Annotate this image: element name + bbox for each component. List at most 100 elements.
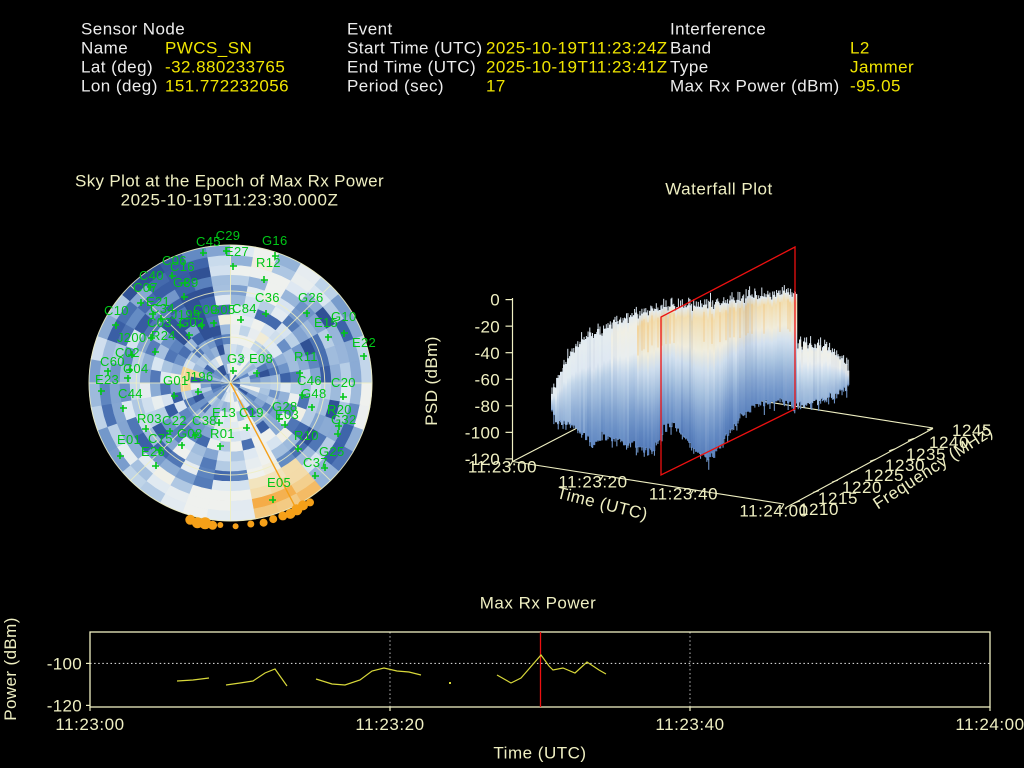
svg-text:11:23:20: 11:23:20 [355, 715, 424, 734]
svg-text:Name: Name [81, 38, 128, 57]
svg-text:C10: C10 [104, 303, 129, 318]
svg-text:Type: Type [670, 57, 709, 76]
svg-text:L2: L2 [850, 38, 870, 57]
svg-text:G48: G48 [301, 386, 326, 401]
svg-text:1220: 1220 [842, 478, 882, 497]
svg-text:C45: C45 [196, 234, 221, 249]
svg-text:Band: Band [670, 38, 712, 57]
svg-text:C38: C38 [192, 413, 217, 428]
svg-text:Lat (deg): Lat (deg) [81, 57, 153, 76]
svg-text:C29: C29 [216, 228, 241, 243]
svg-text:Start Time (UTC): Start Time (UTC) [347, 38, 483, 57]
svg-text:Period (sec): Period (sec) [347, 76, 444, 95]
svg-text:C44: C44 [118, 386, 143, 401]
svg-text:C40: C40 [139, 268, 164, 283]
svg-text:C84: C84 [232, 301, 257, 316]
svg-text:1215: 1215 [818, 489, 858, 508]
svg-text:R12: R12 [256, 255, 281, 270]
svg-text:E05: E05 [267, 475, 291, 490]
svg-text:C09: C09 [193, 302, 218, 317]
svg-text:Max Rx Power (dBm): Max Rx Power (dBm) [670, 76, 840, 95]
svg-text:C19: C19 [239, 405, 264, 420]
svg-text:C37: C37 [303, 455, 328, 470]
svg-text:C34: C34 [150, 301, 175, 316]
svg-text:2025-10-19T11:23:24Z: 2025-10-19T11:23:24Z [486, 38, 668, 57]
svg-text:E13: E13 [212, 405, 236, 420]
svg-text:C07: C07 [133, 280, 158, 295]
svg-text:Lon (deg): Lon (deg) [81, 76, 158, 95]
svg-text:PWCS_SN: PWCS_SN [165, 38, 252, 57]
svg-text:End Time (UTC): End Time (UTC) [347, 57, 476, 76]
svg-text:G3: G3 [227, 351, 245, 366]
svg-text:Sensor Node: Sensor Node [81, 19, 185, 38]
svg-text:Time (UTC): Time (UTC) [493, 743, 586, 762]
svg-text:2025-10-19T11:23:30.000Z: 2025-10-19T11:23:30.000Z [121, 191, 339, 210]
svg-text:11:23:40: 11:23:40 [655, 715, 724, 734]
svg-text:1225: 1225 [864, 466, 904, 485]
svg-text:-95.05: -95.05 [850, 76, 901, 95]
svg-text:E03: E03 [275, 407, 299, 422]
svg-text:E21: E21 [146, 294, 170, 309]
svg-text:J200: J200 [117, 330, 146, 345]
svg-text:R03: R03 [137, 411, 162, 426]
svg-text:17: 17 [486, 76, 506, 95]
svg-text:PSD (dBm): PSD (dBm) [422, 336, 441, 426]
svg-text:G10: G10 [331, 309, 356, 324]
svg-text:-80: -80 [475, 397, 500, 416]
svg-text:11:24:00: 11:24:00 [955, 715, 1024, 734]
svg-text:C20: C20 [331, 375, 356, 390]
svg-text:C06: C06 [162, 253, 187, 268]
svg-text:G01: G01 [163, 373, 188, 388]
svg-text:E01: E01 [117, 432, 141, 447]
svg-text:J196: J196 [184, 369, 213, 384]
svg-text:-20: -20 [475, 317, 500, 336]
svg-text:R11: R11 [294, 349, 318, 364]
svg-text:E23: E23 [95, 372, 119, 387]
svg-text:E08: E08 [249, 351, 273, 366]
svg-text:C46: C46 [297, 373, 322, 388]
svg-text:Interference: Interference [670, 19, 766, 38]
svg-text:C16: C16 [170, 259, 195, 274]
svg-text:-40: -40 [475, 344, 500, 363]
svg-text:-120: -120 [47, 697, 82, 716]
svg-text:Sky Plot at the Epoch of Max R: Sky Plot at the Epoch of Max Rx Power [75, 172, 384, 191]
svg-text:C75: C75 [148, 431, 173, 446]
svg-text:Waterfall Plot: Waterfall Plot [665, 180, 772, 199]
svg-text:Event: Event [347, 19, 393, 38]
svg-text:G08: G08 [177, 426, 202, 441]
svg-text:-100: -100 [465, 423, 500, 442]
svg-text:G25: G25 [319, 444, 344, 459]
svg-text:C02: C02 [115, 345, 140, 360]
svg-text:1230: 1230 [885, 456, 925, 475]
svg-text:R01: R01 [210, 426, 235, 441]
svg-text:1240: 1240 [929, 433, 969, 452]
svg-text:1245: 1245 [952, 421, 992, 440]
svg-text:-32.880233765: -32.880233765 [165, 57, 285, 76]
svg-text:1210: 1210 [799, 500, 839, 519]
svg-text:G16: G16 [262, 233, 287, 248]
svg-text:11:23:00: 11:23:00 [55, 715, 124, 734]
svg-text:-100: -100 [47, 655, 82, 674]
svg-text:11:23:20: 11:23:20 [558, 472, 627, 491]
svg-text:E26: E26 [141, 444, 165, 459]
svg-text:G39: G39 [173, 275, 198, 290]
svg-text:-120: -120 [465, 450, 500, 469]
svg-text:E27: E27 [225, 244, 249, 259]
svg-text:11:24:00: 11:24:00 [739, 501, 808, 520]
svg-text:R10: R10 [294, 428, 319, 443]
svg-text:G28: G28 [272, 399, 297, 414]
svg-text:C03: C03 [147, 315, 172, 330]
svg-text:G26: G26 [298, 290, 323, 305]
svg-text:C36: C36 [255, 290, 280, 305]
svg-text:0: 0 [490, 291, 500, 310]
svg-text:-60: -60 [475, 370, 500, 389]
svg-text:R20: R20 [327, 402, 352, 417]
svg-text:G05: G05 [210, 302, 235, 317]
svg-text:G32: G32 [331, 412, 356, 427]
svg-text:J199: J199 [171, 307, 200, 322]
svg-text:G02: G02 [179, 315, 204, 330]
svg-text:C22: C22 [162, 413, 187, 428]
svg-text:1235: 1235 [906, 445, 946, 464]
svg-text:E22: E22 [352, 335, 376, 350]
svg-text:11:23:00: 11:23:00 [468, 457, 537, 476]
